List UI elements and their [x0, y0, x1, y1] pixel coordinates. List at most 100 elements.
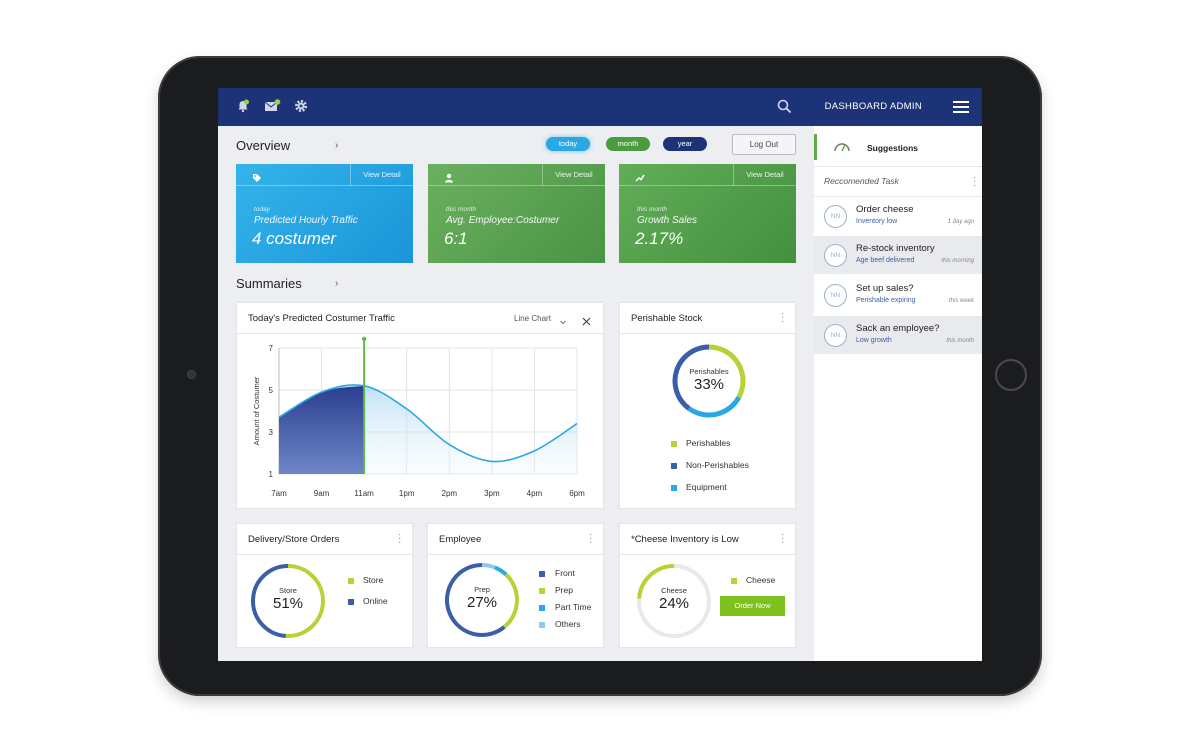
kpi-card-traffic[interactable]: View Detail today Predicted Hourly Traff… — [236, 164, 413, 263]
x-tick-label: 11am — [354, 489, 374, 498]
x-tick-label: 2pm — [442, 489, 458, 498]
filter-month[interactable]: month — [606, 137, 650, 151]
y-tick-label: 7 — [269, 344, 274, 353]
screen: DASHBOARD ADMIN Overview › today month y… — [218, 88, 982, 661]
suggestions-sidebar: Suggestions Reccomended Task · · · NN Orde… — [814, 126, 982, 661]
task-title: Order cheese — [856, 204, 914, 215]
chart-type-select[interactable]: Line Chart — [514, 314, 551, 323]
x-tick-label: 6pm — [569, 489, 585, 498]
search-icon[interactable] — [777, 99, 792, 119]
task-item[interactable]: NN Order cheese Inventory low 1 day ago — [814, 196, 982, 234]
close-icon[interactable] — [582, 313, 591, 331]
traffic-line — [278, 384, 578, 463]
legend-part-time: Part Time — [555, 602, 592, 612]
orders-title: Delivery/Store Orders — [248, 534, 340, 545]
donut-segment — [445, 563, 506, 637]
cheese-center-value: 24% — [658, 595, 690, 612]
legend-store: Store — [363, 575, 384, 585]
view-detail-link[interactable]: View Detail — [350, 164, 413, 186]
task-subtitle: Low growth — [856, 337, 892, 344]
employee-center-label: Prep — [474, 585, 490, 594]
camera — [187, 370, 196, 379]
donut-segment — [637, 564, 711, 638]
kpi-card-employee[interactable]: View Detail this month Avg. Employee:Cos… — [428, 164, 605, 263]
order-now-button[interactable]: Order Now — [720, 596, 785, 616]
x-tick-label: 4pm — [527, 489, 543, 498]
more-options-icon[interactable]: · · · — [973, 172, 977, 191]
perishable-center-label: Perishables — [689, 367, 729, 376]
home-button[interactable] — [995, 359, 1027, 391]
traffic-past-area — [279, 385, 365, 474]
kpi-value: 2.17% — [635, 229, 684, 248]
task-title: Re-stock inventory — [856, 243, 935, 254]
menu-icon[interactable] — [953, 101, 969, 113]
cheese-center-label: Cheese — [661, 586, 687, 595]
summaries-chevron-icon[interactable]: › — [335, 278, 339, 289]
filter-today[interactable]: today — [546, 137, 590, 151]
task-time: this week — [948, 298, 974, 304]
kpi-label: Predicted Hourly Traffic — [254, 215, 358, 226]
main-content: Overview › today month year Log Out View… — [218, 126, 814, 661]
kpi-value: 4 costumer — [252, 229, 337, 248]
overview-chevron-icon[interactable]: › — [335, 140, 339, 151]
legend-perishables: Perishables — [686, 438, 731, 448]
x-tick-label: 3pm — [484, 489, 500, 498]
logout-button[interactable]: Log Out — [732, 134, 796, 155]
top-bar: DASHBOARD ADMIN — [218, 88, 982, 126]
x-tick-label: 7am — [271, 489, 287, 498]
more-options-icon[interactable]: · · · — [589, 529, 593, 548]
avatar: NN — [824, 324, 847, 347]
more-options-icon[interactable]: · · · — [781, 529, 785, 548]
legend-non-perishables: Non-Perishables — [686, 460, 749, 470]
task-title: Sack an employee? — [856, 323, 940, 334]
employee-donut — [445, 563, 519, 637]
chevron-down-icon[interactable] — [559, 313, 567, 331]
legend-others: Others — [555, 619, 581, 629]
task-subtitle: Inventory low — [856, 218, 898, 225]
more-options-icon[interactable]: · · · — [398, 529, 402, 548]
more-options-icon[interactable]: · · · — [781, 308, 785, 327]
perishable-stock-card: Perishable Stock · · · Perishables 33% Per… — [619, 302, 796, 509]
x-tick-label: 9am — [314, 489, 330, 498]
kpi-card-growth[interactable]: View Detail this month Growth Sales 2.17… — [619, 164, 796, 263]
filter-year[interactable]: year — [663, 137, 707, 151]
kpi-label: Avg. Employee:Costumer — [446, 215, 560, 226]
task-item[interactable]: NN Re-stock inventory Age beef delivered… — [814, 236, 982, 274]
summaries-title: Summaries — [236, 276, 302, 291]
gear-icon[interactable] — [294, 99, 308, 118]
traffic-chart-card: Today's Predicted Costumer Traffic Line … — [236, 302, 604, 509]
current-time-dot — [361, 336, 367, 342]
task-item[interactable]: NN Sack an employee? Low growth this mon… — [814, 316, 982, 354]
bell-icon[interactable] — [236, 99, 250, 118]
avatar: NN — [824, 244, 847, 267]
mail-icon[interactable] — [264, 99, 281, 118]
legend-online: Online — [363, 596, 388, 606]
gauge-icon — [833, 139, 851, 157]
kpi-value: 6:1 — [444, 229, 468, 248]
orders-center-value: 51% — [272, 595, 304, 612]
task-time: this month — [946, 338, 974, 344]
perishable-title: Perishable Stock — [631, 313, 703, 324]
trend-icon — [635, 170, 645, 188]
view-detail-link[interactable]: View Detail — [542, 164, 605, 186]
legend-front: Front — [555, 568, 575, 578]
cheese-title: *Cheese Inventory is Low — [631, 534, 739, 545]
tag-icon — [252, 170, 262, 188]
avatar: NN — [824, 205, 847, 228]
y-axis-label: Amount of Costumer — [252, 376, 261, 445]
donut-segment — [481, 563, 496, 570]
task-time: 1 day ago — [947, 219, 974, 225]
kpi-period: this month — [446, 206, 476, 213]
view-detail-link[interactable]: View Detail — [733, 164, 796, 186]
orders-card: Delivery/Store Orders · · · Store 51% Stor… — [236, 523, 413, 648]
donut-segment — [494, 565, 508, 576]
y-tick-label: 5 — [269, 386, 274, 395]
task-item[interactable]: NN Set up sales? Perishable expiring thi… — [814, 276, 982, 314]
task-time: this morning — [941, 258, 974, 264]
y-tick-label: 1 — [269, 470, 274, 479]
donut-segment — [637, 564, 675, 600]
donut-segment — [687, 396, 741, 418]
donut-segment — [672, 344, 710, 411]
cheese-card: *Cheese Inventory is Low · · · Cheese 24% … — [619, 523, 796, 648]
orders-center-label: Store — [279, 586, 297, 595]
